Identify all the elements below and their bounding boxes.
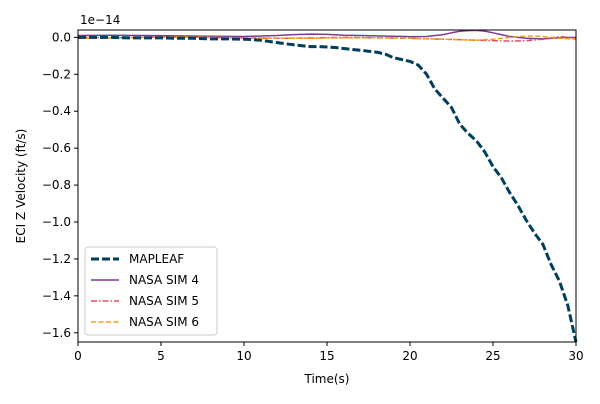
x-axis-label: Time(s) xyxy=(304,372,350,386)
legend-label: NASA SIM 4 xyxy=(129,273,199,287)
x-axis: 0 5 10 15 20 25 30 xyxy=(74,342,584,363)
series-line-nasa-sim-4 xyxy=(77,29,577,40)
y-tick-label: −0.8 xyxy=(42,178,71,192)
x-tick-label: 25 xyxy=(485,349,500,363)
x-tick-label: 15 xyxy=(319,349,334,363)
legend-box xyxy=(84,246,218,336)
x-tick-label: 5 xyxy=(157,349,165,363)
legend-label: NASA SIM 6 xyxy=(129,315,199,329)
x-tick-label: 0 xyxy=(74,349,82,363)
y-tick-label: −0.4 xyxy=(42,104,71,118)
y-tick-label: −1.2 xyxy=(42,252,71,266)
y-tick-label: −0.2 xyxy=(42,67,71,81)
y-tick-label: −1.4 xyxy=(42,289,71,303)
series-layer xyxy=(77,29,578,343)
x-tick-label: 10 xyxy=(236,349,251,363)
y-tick-label: −0.6 xyxy=(42,141,71,155)
series-line-mapleaf xyxy=(78,35,578,343)
legend-label: MAPLEAF xyxy=(129,252,184,266)
y-tick-label: 0.0 xyxy=(52,30,71,44)
y-tick-label: −1.6 xyxy=(42,326,71,340)
legend-label: NASA SIM 5 xyxy=(129,294,199,308)
x-tick-label: 30 xyxy=(568,349,583,363)
y-tick-label: −1.0 xyxy=(42,215,71,229)
legend: MAPLEAF NASA SIM 4 NASA SIM 5 NASA SIM 6 xyxy=(84,246,218,336)
y-axis-label: ECI Z Velocity (ft/s) xyxy=(14,129,28,244)
y-offset-text: 1e−14 xyxy=(80,13,120,27)
x-tick-label: 20 xyxy=(402,349,417,363)
y-axis: 0.0 −0.2 −0.4 −0.6 −0.8 −1.0 −1.2 −1.4 −1.6 xyxy=(42,30,78,340)
